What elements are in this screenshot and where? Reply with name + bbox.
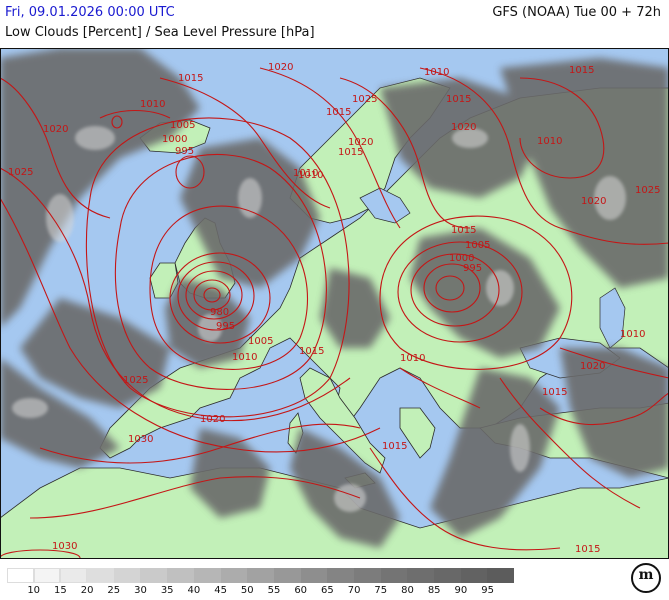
legend-label: 10 bbox=[27, 585, 41, 596]
isobar-label: 1015 bbox=[451, 225, 476, 236]
isobar-label: 1015 bbox=[542, 387, 567, 398]
legend-label: 45 bbox=[214, 585, 227, 596]
legend-swatch bbox=[60, 568, 88, 583]
isobar-label: 1030 bbox=[128, 434, 153, 445]
legend-label: 25 bbox=[107, 585, 121, 596]
isobar-label: 1010 bbox=[537, 136, 562, 147]
isobar-label: 980 bbox=[210, 307, 229, 318]
legend-swatch bbox=[353, 568, 381, 583]
isobar-label: 1015 bbox=[569, 65, 594, 76]
color-legend bbox=[7, 568, 515, 583]
isobar-label: 995 bbox=[216, 321, 235, 332]
legend-swatch bbox=[220, 568, 248, 583]
isobar-label: 1000 bbox=[449, 253, 474, 264]
isobar-label: 1015 bbox=[326, 107, 351, 118]
isobar-label: 1020 bbox=[200, 414, 225, 425]
legend-label: 55 bbox=[267, 585, 281, 596]
legend-label: 85 bbox=[427, 585, 441, 596]
legend-swatch bbox=[487, 568, 515, 583]
legend-swatch bbox=[247, 568, 274, 583]
isobar-label: 1015 bbox=[446, 94, 471, 105]
isobar-label: 995 bbox=[175, 146, 194, 157]
isobar-label: 1025 bbox=[8, 167, 33, 178]
isobar-label: 1020 bbox=[580, 361, 605, 372]
isobar-label: 1020 bbox=[451, 122, 476, 133]
isobar-label: 1010 bbox=[424, 67, 449, 78]
isobar-label: 1020 bbox=[268, 62, 293, 73]
isobar-label: 1025 bbox=[123, 375, 148, 386]
legend-swatch bbox=[460, 568, 488, 583]
isobar-label: 1000 bbox=[162, 134, 187, 145]
legend-swatch bbox=[167, 568, 194, 583]
isobar-labels: 1015 1020 1010 1020 1005 1000 995 1025 1… bbox=[8, 62, 660, 555]
isobar-label: 1005 bbox=[248, 336, 273, 347]
legend-label: 50 bbox=[240, 585, 254, 596]
isobar-label: 1015 bbox=[299, 346, 324, 357]
isobar-label: 1010 bbox=[620, 329, 645, 340]
model-run: GFS (NOAA) Tue 00 + 72h bbox=[492, 5, 661, 20]
legend-label: 35 bbox=[160, 585, 174, 596]
valid-time: Fri, 09.01.2026 00:00 UTC bbox=[5, 5, 175, 20]
legend-label: 15 bbox=[54, 585, 67, 596]
legend-label: 20 bbox=[80, 585, 94, 596]
isobar-label: 995 bbox=[463, 263, 482, 274]
isobar-label: 1020 bbox=[348, 137, 373, 148]
legend-swatch bbox=[380, 568, 408, 583]
legend-label: 95 bbox=[481, 585, 494, 596]
map-header: Fri, 09.01.2026 00:00 UTC Low Clouds [Pe… bbox=[0, 0, 669, 48]
isobar-label: 1005 bbox=[465, 240, 490, 251]
isobar-label: 1010 bbox=[400, 353, 425, 364]
logo-glyph: m bbox=[638, 567, 654, 583]
brand-logo: m bbox=[631, 563, 661, 593]
legend-swatch bbox=[113, 568, 141, 583]
legend-label: 40 bbox=[187, 585, 201, 596]
legend-label: 65 bbox=[321, 585, 334, 596]
legend-swatch bbox=[140, 568, 168, 583]
isobar-label: 1015 bbox=[382, 441, 407, 452]
legend-label: 90 bbox=[454, 585, 468, 596]
cloud-texture bbox=[12, 126, 626, 512]
legend-swatch bbox=[300, 568, 328, 583]
legend-label: 75 bbox=[374, 585, 388, 596]
legend-label: 30 bbox=[134, 585, 147, 596]
isobar-label: 1010 bbox=[293, 168, 318, 179]
legend-label: 80 bbox=[401, 585, 414, 596]
legend-swatch bbox=[33, 568, 61, 583]
legend-swatch bbox=[7, 568, 34, 583]
legend-swatch bbox=[327, 568, 354, 583]
isobar-label: 1025 bbox=[635, 185, 660, 196]
isobar-label: 1015 bbox=[338, 147, 363, 158]
isobar-label: 1020 bbox=[43, 124, 68, 135]
isobar-label: 1020 bbox=[581, 196, 606, 207]
weather-map[interactable]: 1015 1020 1010 1020 1005 1000 995 1025 1… bbox=[0, 48, 669, 559]
legend-swatch bbox=[434, 568, 461, 583]
isobars bbox=[0, 67, 669, 559]
legend-swatch bbox=[407, 568, 434, 583]
parameter-title: Low Clouds [Percent] / Sea Level Pressur… bbox=[5, 25, 315, 40]
isobar-label: 1010 bbox=[232, 352, 257, 363]
legend-swatch bbox=[87, 568, 114, 583]
isobar-label: 1005 bbox=[170, 120, 195, 131]
isobar-label: 1030 bbox=[52, 541, 77, 552]
isobar-label: 1015 bbox=[575, 544, 600, 555]
legend-labels: 10 15 20 25 30 35 40 45 50 55 60 65 70 75 80 85 90 95 bbox=[0, 585, 669, 599]
isobar-label: 1025 bbox=[352, 94, 377, 105]
isobar-label: 1010 bbox=[140, 99, 165, 110]
legend-swatch bbox=[273, 568, 301, 583]
legend-swatch bbox=[193, 568, 221, 583]
legend-label: 70 bbox=[347, 585, 361, 596]
isobar-label: 1015 bbox=[178, 73, 203, 84]
legend-label: 60 bbox=[294, 585, 308, 596]
isobar-label: 1010 bbox=[298, 170, 323, 181]
